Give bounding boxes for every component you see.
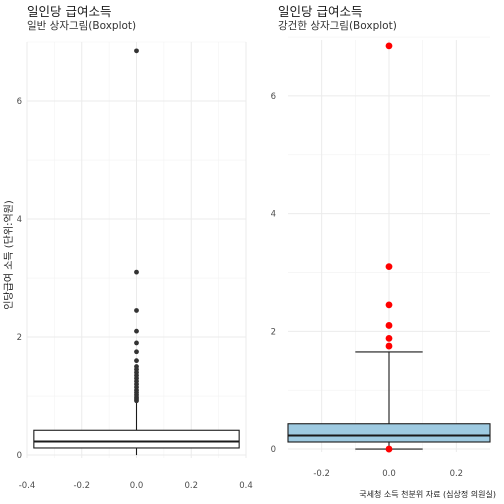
left-x-tick-label: 0.0 [130,481,144,491]
left-outlier-point [134,48,139,54]
left-y-tick-label: 4 [17,215,22,225]
left-outlier-point [134,328,139,334]
right-y-tick-label: 4 [271,210,276,220]
left-y-tick-label: 2 [17,333,22,343]
left-chart-title: 일인당 급여소득 [27,4,111,19]
right-outlier-point [385,42,393,50]
left-outlier-point [134,349,139,355]
right-x-tick-label: -0.2 [313,469,330,479]
right-y-tick-label: 6 [271,92,276,102]
left-outlier-point [134,308,139,313]
right-x-tick-label: 0.0 [382,469,396,479]
left-box [33,429,240,449]
left-y-tick-label: 6 [17,97,22,107]
left-outlier-point [134,398,139,404]
general-boxplot-panel: 0 2 4 6 -0.4 -0.2 0.0 0.2 0.4 [17,41,253,491]
right-outlier-point [385,263,393,270]
left-x-tick-label: -0.2 [73,481,90,491]
right-outlier-point [385,301,393,309]
robust-boxplot-panel: 0 2 4 6 -0.2 0.0 0.2 [271,36,491,479]
right-outlier-point [385,335,393,342]
left-chart-subtitle: 일반 상자그림(Boxplot) [27,19,136,32]
right-outlier-point [385,342,393,350]
right-box [287,423,491,443]
left-outlier-point [134,269,139,275]
right-chart-subtitle: 강건한 상자그림(Boxplot) [278,20,397,32]
left-y-tick-label: 0 [17,451,22,461]
right-x-tick-label: 0.2 [450,469,464,479]
y-axis-label: 인당급여 소득 (단위:억원) [2,200,15,310]
right-y-tick-label: 2 [271,327,276,337]
right-outlier-point [385,322,393,329]
right-y-tick-label: 0 [271,445,276,455]
left-outlier-point [134,340,139,346]
right-chart-title: 일인당 급여소득 [278,4,362,19]
left-x-tick-label: 0.4 [239,481,253,491]
source-caption: 국세청 소득 천분위 자료 (심상정 의원실) [359,489,496,499]
left-x-tick-label: -0.4 [19,481,36,491]
left-x-tick-label: 0.2 [184,481,198,491]
right-outlier-point [385,445,393,453]
left-outlier-point [134,358,139,364]
